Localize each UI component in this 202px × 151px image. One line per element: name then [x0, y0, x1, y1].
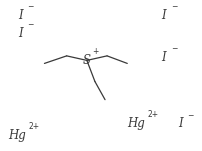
Text: I: I — [178, 117, 182, 130]
Text: I: I — [162, 51, 166, 64]
Text: −: − — [27, 20, 34, 29]
Text: I: I — [162, 9, 166, 22]
Text: S: S — [83, 54, 91, 67]
Text: −: − — [171, 2, 177, 11]
Text: 2+: 2+ — [147, 110, 159, 119]
Text: I: I — [18, 9, 23, 22]
Text: Hg: Hg — [8, 129, 26, 142]
Text: −: − — [27, 2, 34, 11]
Text: Hg: Hg — [127, 117, 145, 130]
Text: −: − — [171, 45, 177, 54]
Text: +: + — [92, 47, 99, 56]
Text: −: − — [187, 111, 193, 120]
Text: I: I — [18, 27, 23, 40]
Text: 2+: 2+ — [28, 122, 39, 131]
